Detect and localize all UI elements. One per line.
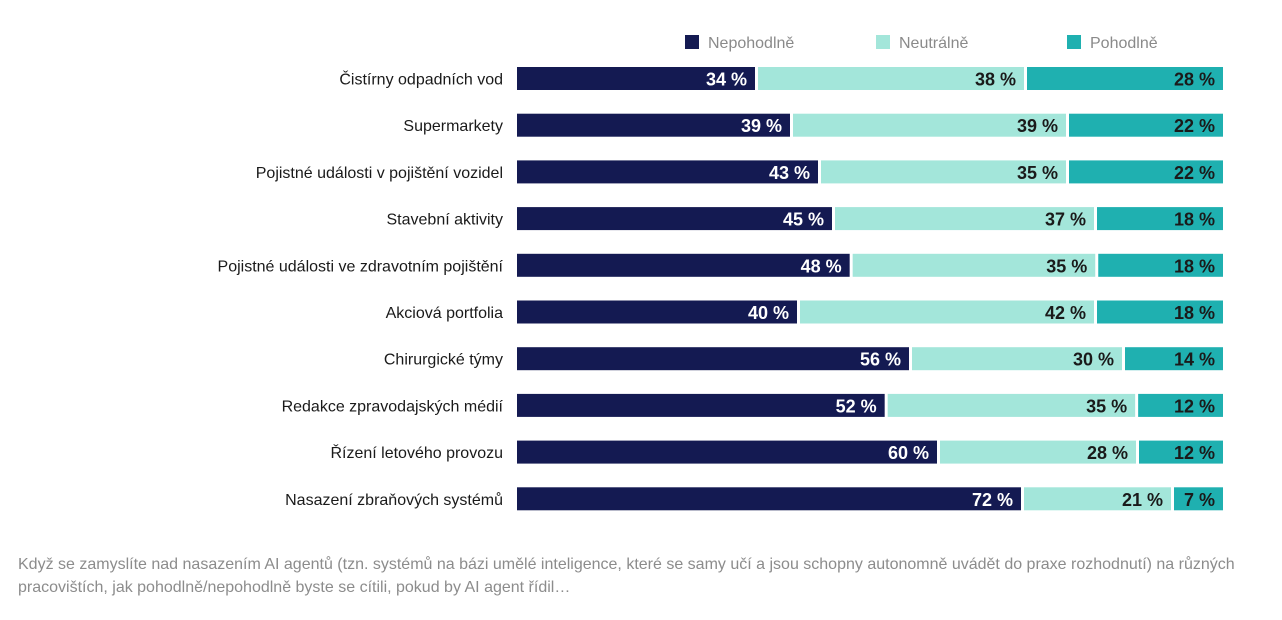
legend-label-pohodlne: Pohodlně [1090, 35, 1158, 52]
value-label-pohodlne: 18 % [1174, 303, 1215, 323]
value-label-pohodlne: 22 % [1174, 163, 1215, 183]
value-label-neutralne: 39 % [1017, 116, 1058, 136]
bar-segment-neutralne [800, 300, 1094, 324]
legend-swatch-neutralne [876, 35, 890, 49]
value-label-nepohodlne: 60 % [888, 443, 929, 463]
value-label-neutralne: 35 % [1046, 256, 1087, 276]
value-label-neutralne: 38 % [975, 70, 1016, 90]
value-label-pohodlne: 14 % [1174, 350, 1215, 370]
bar-segment-nepohodlne [517, 253, 850, 277]
value-label-pohodlne: 18 % [1174, 256, 1215, 276]
stacked-bar-chart: Nepohodlně Neutrálně Pohodlně Čistírny odpa… [218, 35, 1223, 511]
bar-segment-pohodlne [1069, 113, 1223, 137]
value-label-nepohodlne: 56 % [860, 350, 901, 370]
value-label-nepohodlne: 39 % [741, 116, 782, 136]
bar-segment-nepohodlne [517, 440, 937, 464]
bar-segment-pohodlne [1125, 347, 1223, 371]
bar-segment-pohodlne [1138, 393, 1223, 417]
bar-segment-nepohodlne [517, 300, 797, 324]
value-label-nepohodlne: 40 % [748, 303, 789, 323]
bar-segment-nepohodlne [517, 207, 832, 231]
bar-segment-pohodlne [1097, 207, 1223, 231]
value-label-neutralne: 42 % [1045, 303, 1086, 323]
value-label-nepohodlne: 52 % [836, 396, 877, 416]
bar-segment-neutralne [887, 393, 1136, 417]
bar-segment-pohodlne [1139, 440, 1223, 464]
category-label: Redakce zpravodajských médií [282, 398, 504, 415]
bar-segment-nepohodlne [517, 393, 885, 417]
value-label-pohodlne: 22 % [1174, 116, 1215, 136]
survey-question-caption: Když se zamyslíte nad nasazením AI agent… [18, 556, 1235, 596]
bar-segment-neutralne [821, 160, 1066, 184]
category-label: Pojistné události ve zdravotním pojištěn… [218, 258, 504, 275]
value-label-nepohodlne: 72 % [972, 490, 1013, 510]
value-label-nepohodlne: 45 % [783, 210, 824, 230]
bar-segment-neutralne [793, 113, 1066, 137]
bar-segment-pohodlne [1097, 300, 1223, 324]
value-label-pohodlne: 28 % [1174, 70, 1215, 90]
legend-item-pohodlne: Pohodlně [1067, 35, 1158, 52]
legend-swatch-pohodlne [1067, 35, 1081, 49]
value-label-nepohodlne: 43 % [769, 163, 810, 183]
value-label-pohodlne: 12 % [1174, 396, 1215, 416]
value-label-neutralne: 30 % [1073, 350, 1114, 370]
bar-segment-neutralne [852, 253, 1096, 277]
category-label: Akciová portfolia [386, 305, 503, 322]
category-label: Stavební aktivity [387, 212, 504, 229]
bar-segment-pohodlne [1098, 253, 1223, 277]
category-label: Nasazení zbraňových systémů [285, 491, 503, 509]
bar-segment-nepohodlne [517, 67, 755, 90]
legend-item-neutralne: Neutrálně [876, 35, 968, 52]
value-label-neutralne: 35 % [1086, 396, 1127, 416]
bar-segment-nepohodlne [517, 487, 1021, 511]
value-label-nepohodlne: 34 % [706, 70, 747, 90]
value-label-pohodlne: 18 % [1174, 210, 1215, 230]
value-label-pohodlne: 7 % [1184, 490, 1215, 510]
category-label: Chirurgické týmy [384, 352, 503, 369]
value-label-neutralne: 35 % [1017, 163, 1058, 183]
bar-segment-nepohodlne [517, 347, 909, 371]
category-label: Řízení letového provozu [330, 443, 503, 462]
legend-swatch-nepohodlne [685, 35, 699, 49]
bar-segment-pohodlne [1174, 487, 1223, 511]
bar-segment-neutralne [940, 440, 1136, 464]
value-label-neutralne: 28 % [1087, 443, 1128, 463]
category-label: Pojistné události v pojištění vozidel [256, 165, 503, 182]
legend-item-nepohodlne: Nepohodlně [685, 35, 794, 52]
bar-segment-pohodlne [1027, 67, 1223, 90]
bar-segment-nepohodlne [517, 160, 818, 184]
bar-segment-neutralne [1024, 487, 1171, 511]
value-label-pohodlne: 12 % [1174, 443, 1215, 463]
value-label-neutralne: 37 % [1045, 210, 1086, 230]
legend-label-nepohodlne: Nepohodlně [708, 35, 794, 52]
category-label: Čistírny odpadních vod [339, 70, 503, 89]
value-label-neutralne: 21 % [1122, 490, 1163, 510]
bar-segment-neutralne [758, 67, 1024, 90]
bar-segment-pohodlne [1069, 160, 1223, 184]
bar-segment-nepohodlne [517, 113, 790, 137]
value-label-nepohodlne: 48 % [801, 256, 842, 276]
legend-label-neutralne: Neutrálně [899, 35, 968, 52]
category-label: Supermarkety [403, 118, 503, 135]
bar-segment-neutralne [912, 347, 1122, 371]
bar-segment-neutralne [835, 207, 1094, 231]
